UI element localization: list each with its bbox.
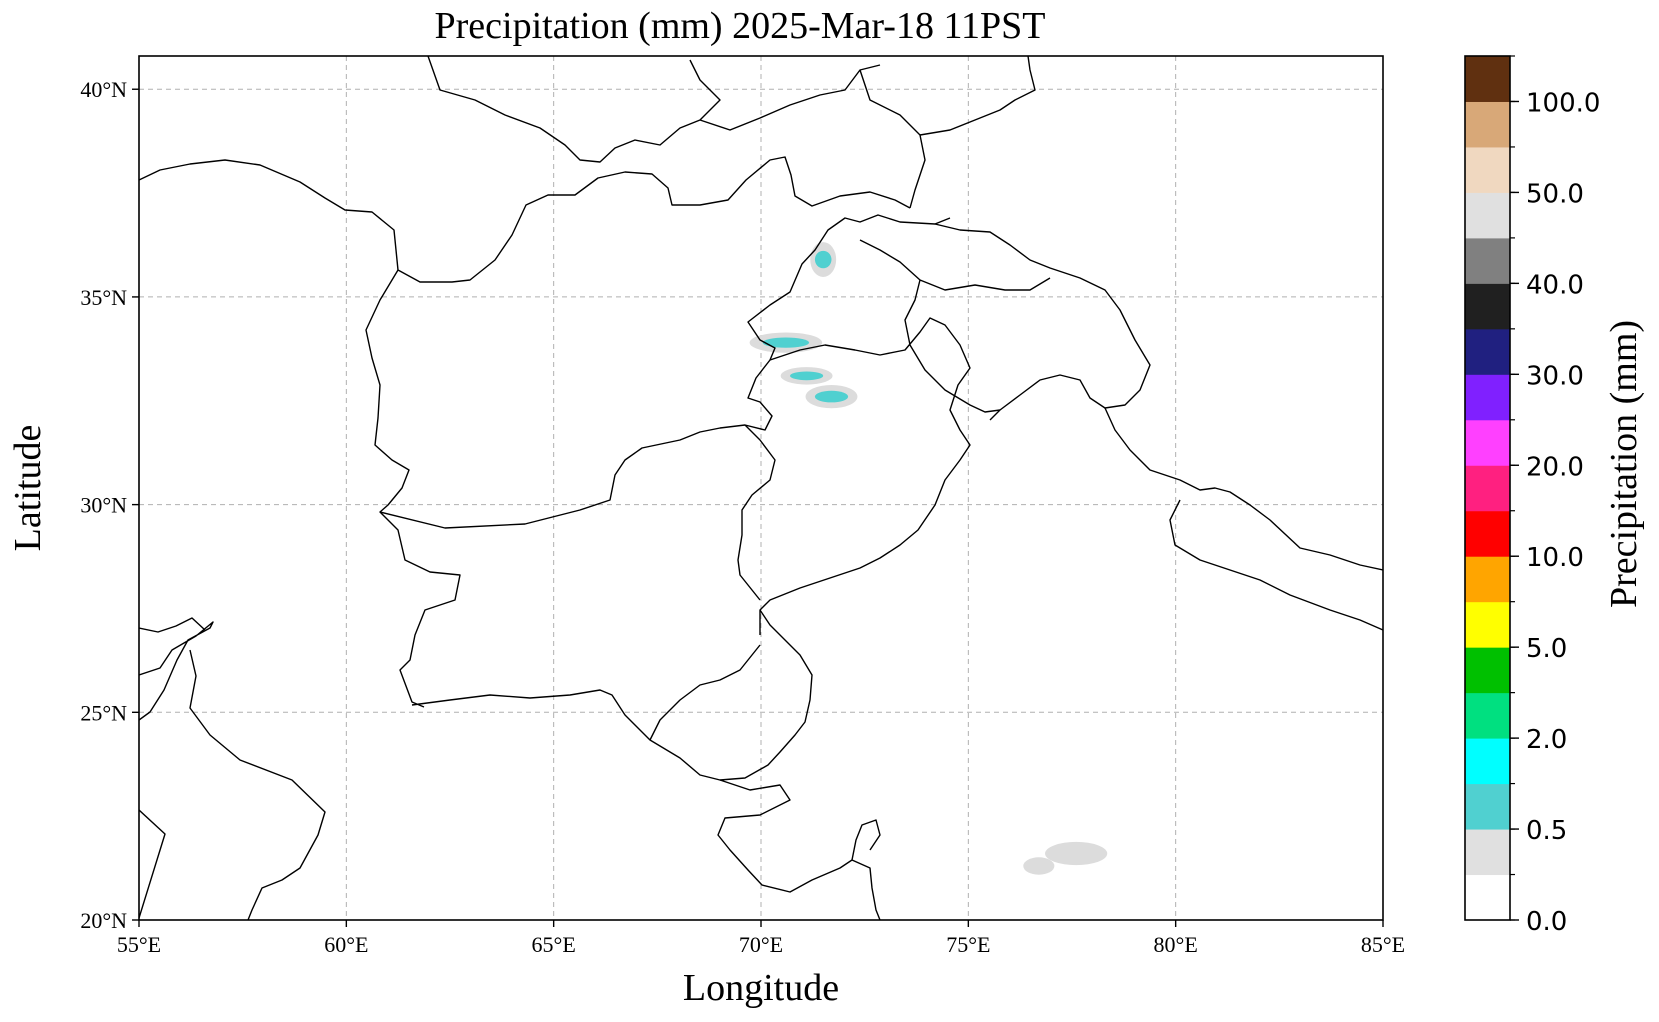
- colorbar-segment: [1465, 146, 1510, 193]
- y-tick-label: 35°N: [80, 285, 127, 310]
- precip-patch: [814, 250, 832, 269]
- colorbar-segment: [1465, 692, 1510, 739]
- y-axis-ticks: 20°N 25°N 30°N 35°N 40°N: [80, 77, 139, 933]
- x-axis-ticks: 55°E 60°E 65°E 70°E 75°E 80°E 85°E: [117, 920, 1405, 957]
- map-area: 55°E 60°E 65°E 70°E 75°E 80°E 85°E 20°N 25°N 30°…: [80, 55, 1405, 957]
- x-tick-label: 65°E: [532, 932, 576, 957]
- colorbar-tick-label: 0.0: [1526, 907, 1567, 937]
- colorbar-segment: [1465, 419, 1510, 466]
- colorbar-tick-label: 50.0: [1526, 179, 1584, 209]
- colorbar-segment: [1465, 374, 1510, 421]
- precip-patch: [1028, 861, 1049, 871]
- colorbar-segment: [1465, 101, 1510, 148]
- x-tick-label: 85°E: [1361, 932, 1405, 957]
- colorbar-segment: [1465, 874, 1510, 921]
- y-tick-label: 40°N: [80, 77, 127, 102]
- colorbar-segment: [1465, 829, 1510, 876]
- colorbar-segment: [1465, 237, 1510, 284]
- precip-patch: [814, 390, 849, 403]
- x-tick-label: 75°E: [946, 932, 990, 957]
- colorbar-tick-label: 20.0: [1526, 452, 1584, 482]
- colorbar-tick-label: 2.0: [1526, 725, 1567, 755]
- colorbar: 0.0 0.5 2.0 5.0 10.0 20.0 30.0 40.0 50.0 100.0: [1464, 55, 1600, 937]
- precipitation-layer: [749, 242, 1108, 875]
- precip-patch: [790, 371, 824, 381]
- coastlines-and-borders: [139, 56, 1383, 920]
- colorbar-segment: [1465, 192, 1510, 239]
- chart-title: Precipitation (mm) 2025-Mar-18 11PST: [434, 5, 1045, 47]
- y-tick-label: 20°N: [80, 908, 127, 933]
- colorbar-tick-label: 40.0: [1526, 270, 1584, 300]
- colorbar-segment: [1465, 56, 1510, 102]
- x-tick-label: 55°E: [117, 932, 161, 957]
- colorbar-tick-label: 0.5: [1526, 816, 1567, 846]
- colorbar-segment: [1465, 647, 1510, 694]
- y-tick-label: 25°N: [80, 700, 127, 725]
- colorbar-segment: [1465, 510, 1510, 557]
- colorbar-segment: [1465, 465, 1510, 512]
- x-axis-label: Longitude: [683, 967, 839, 1009]
- colorbar-tick-label: 10.0: [1526, 543, 1584, 573]
- y-axis-label: Latitude: [7, 425, 49, 552]
- colorbar-tick-label: 5.0: [1526, 634, 1567, 664]
- colorbar-tick-label: 100.0: [1526, 88, 1600, 118]
- colorbar-segment: [1465, 783, 1510, 830]
- colorbar-segment: [1465, 738, 1510, 785]
- precip-patch: [762, 337, 810, 348]
- colorbar-segment: [1465, 283, 1510, 330]
- x-tick-label: 80°E: [1154, 932, 1198, 957]
- colorbar-frame: [1464, 55, 1511, 921]
- colorbar-tick-label: 30.0: [1526, 361, 1584, 391]
- y-tick-label: 30°N: [80, 493, 127, 518]
- x-tick-label: 70°E: [739, 932, 783, 957]
- colorbar-segment: [1465, 556, 1510, 603]
- colorbar-label: Precipitation (mm): [1603, 320, 1645, 608]
- colorbar-segment: [1465, 328, 1510, 375]
- precip-patch: [1056, 847, 1097, 860]
- x-tick-label: 60°E: [324, 932, 368, 957]
- colorbar-segment: [1465, 601, 1510, 648]
